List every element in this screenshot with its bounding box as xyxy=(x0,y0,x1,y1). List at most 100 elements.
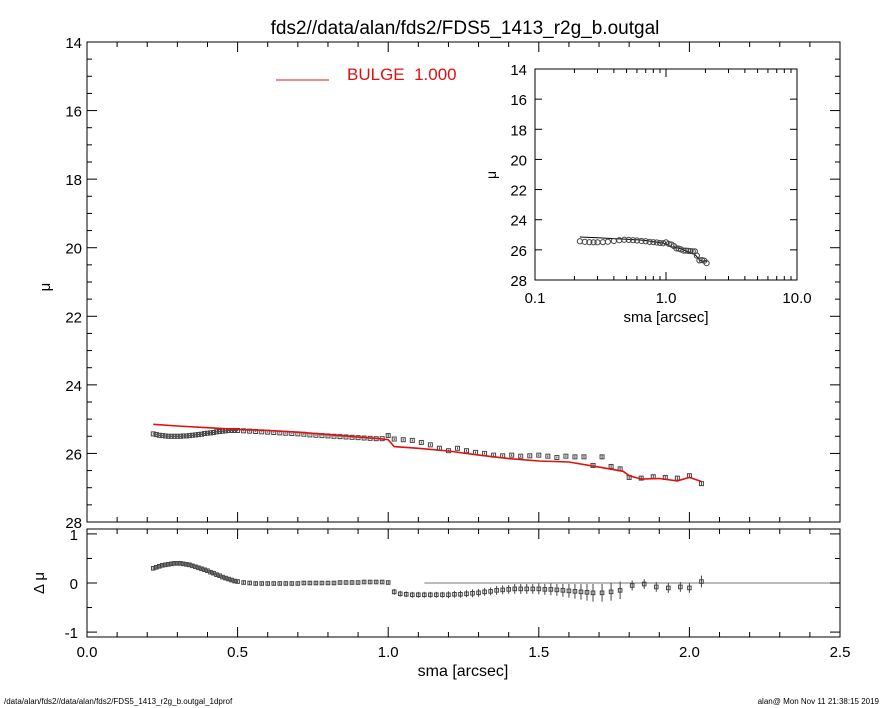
footer-file-path: /data/alan/fds2//data/alan/fds2/FDS5_141… xyxy=(4,697,233,706)
data-point-marker xyxy=(391,436,397,442)
residual-point-marker xyxy=(518,586,524,592)
residual-point-marker xyxy=(560,588,566,593)
main-y-axis: 14 16 18 20 22 24 26 28 xyxy=(65,35,840,532)
residual-point-marker xyxy=(452,591,457,597)
inset-data-marker xyxy=(703,260,710,267)
residual-point-marker xyxy=(277,581,283,586)
residual-point-marker xyxy=(193,564,198,570)
residual-point-marker xyxy=(301,580,307,586)
x-tick-label: 0.5 xyxy=(227,644,248,661)
residual-point-marker xyxy=(235,579,240,584)
residual-point-marker xyxy=(199,566,204,572)
residual-point-marker xyxy=(500,587,505,593)
main-data-points xyxy=(150,427,704,487)
residual-point-marker xyxy=(307,580,313,586)
data-point-marker xyxy=(195,432,201,438)
chart-title: fds2//data/alan/fds2/FDS5_1413_r2g_b.out… xyxy=(271,18,660,39)
x-tick-label: 2.5 xyxy=(830,644,851,661)
x-tick-label: 1.5 xyxy=(528,644,549,661)
x-axis-label: sma [arcsec] xyxy=(418,663,509,680)
residual-point-marker xyxy=(169,561,174,567)
inset-plot-frame xyxy=(534,68,798,281)
data-point-marker xyxy=(698,481,704,487)
data-point-marker xyxy=(171,433,177,439)
inset-data-marker xyxy=(653,239,660,246)
inset-x-label: sma [arcsec] xyxy=(623,309,708,326)
residual-y-tick-label: 0 xyxy=(70,576,78,593)
main-x-ticks xyxy=(86,42,841,522)
data-point-marker xyxy=(599,454,605,460)
data-point-marker xyxy=(189,432,195,438)
data-point-marker xyxy=(186,433,192,439)
residual-point-marker xyxy=(416,592,421,598)
residual-point-marker xyxy=(178,561,183,566)
data-point-marker xyxy=(572,454,578,460)
main-y-tick-label: 22 xyxy=(65,309,82,326)
data-point-marker xyxy=(214,429,220,435)
residual-point-marker xyxy=(190,563,195,569)
residual-point-marker xyxy=(175,561,180,566)
data-point-marker xyxy=(454,445,460,451)
inset-data-marker xyxy=(586,239,593,246)
residual-point-marker xyxy=(397,591,403,597)
residual-point-marker xyxy=(590,590,596,596)
residual-point-marker xyxy=(271,581,277,586)
residual-point-marker xyxy=(166,562,171,567)
inset-y-tick-label: 20 xyxy=(510,152,527,169)
inset-data-marker xyxy=(629,237,637,244)
residual-point-marker xyxy=(446,592,451,598)
inset-data-marker xyxy=(685,247,692,255)
residual-point-marker xyxy=(160,563,165,568)
residual-point-marker xyxy=(232,578,237,584)
main-y-tick-label: 20 xyxy=(65,241,82,258)
data-point-marker xyxy=(241,428,247,434)
inset-y-tick-label: 26 xyxy=(510,243,527,260)
residual-point-marker xyxy=(156,564,162,569)
inset-x-tick-label: 1.0 xyxy=(656,290,677,307)
data-point-marker xyxy=(174,433,180,439)
inset-data-points xyxy=(576,236,710,267)
inset-x-tick-label: 0.1 xyxy=(525,290,546,307)
main-y-tick-label: 16 xyxy=(65,104,82,121)
residual-point-marker xyxy=(355,580,361,585)
residual-point-marker xyxy=(409,592,415,598)
inset-y-tick-label: 24 xyxy=(510,213,527,230)
residual-point-marker xyxy=(530,586,536,592)
data-point-marker xyxy=(165,433,171,439)
residual-point-marker xyxy=(184,562,189,567)
inset-x-tick-label: 10.0 xyxy=(782,290,811,307)
residual-point-marker xyxy=(678,584,683,590)
residual-point-marker xyxy=(220,574,225,580)
residual-point-marker xyxy=(428,592,433,598)
data-point-marker xyxy=(235,427,241,433)
residual-point-marker xyxy=(687,585,692,591)
residual-point-marker xyxy=(163,562,168,568)
residual-point-marker xyxy=(150,565,156,571)
residual-point-marker xyxy=(470,591,475,596)
residual-point-marker xyxy=(578,589,584,595)
footer-timestamp: alan@ Mon Nov 11 21:38:15 2019 xyxy=(757,697,879,706)
x-tick-label: 0.0 xyxy=(77,644,98,661)
inset-x-axis: 0.1 1.0 10.0 xyxy=(525,69,812,307)
residual-point-marker xyxy=(289,581,295,586)
residual-point-marker xyxy=(464,591,469,597)
inset-data-marker xyxy=(693,252,700,259)
inset-y-tick-label: 14 xyxy=(510,62,527,79)
data-point-marker xyxy=(156,432,162,438)
residual-point-marker xyxy=(403,591,409,597)
residual-point-marker xyxy=(241,580,246,585)
data-point-marker xyxy=(207,430,213,436)
main-y-tick-label: 26 xyxy=(65,446,82,463)
residual-x-axis: 0.0 0.5 1.0 1.5 2.0 2.5 xyxy=(77,529,851,661)
inset-data-marker xyxy=(659,240,667,247)
data-point-marker xyxy=(211,430,217,436)
residual-point-marker xyxy=(187,562,192,568)
residual-point-marker xyxy=(542,587,548,592)
residual-point-marker xyxy=(554,587,560,593)
residual-point-marker xyxy=(548,587,554,592)
data-point-marker xyxy=(554,455,560,461)
residual-point-marker xyxy=(536,586,542,592)
main-y-tick-label: 24 xyxy=(65,378,82,395)
residual-y-label: Δ μ xyxy=(31,572,48,594)
residual-point-marker xyxy=(223,575,228,581)
